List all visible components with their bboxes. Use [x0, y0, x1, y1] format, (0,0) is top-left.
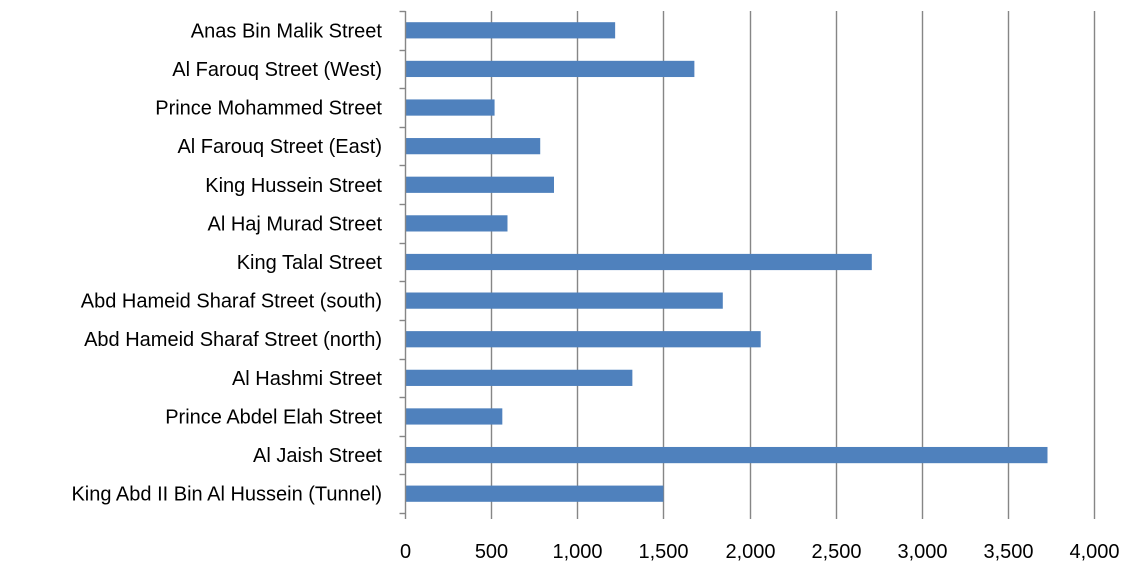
x-tick-label: 3,000 — [897, 541, 947, 563]
bar — [406, 446, 1048, 464]
x-tick-label: 1,500 — [638, 541, 688, 563]
x-tick-label: 3,500 — [983, 541, 1033, 563]
bar — [406, 22, 616, 39]
bar — [406, 60, 695, 78]
bar — [406, 138, 541, 155]
category-label: Al Farouq Street (West) — [172, 59, 382, 81]
category-label: Abd Hameid Sharaf Street (north) — [84, 329, 382, 351]
x-tick-label: 0 — [400, 541, 411, 563]
category-label: Al Haj Murad Street — [207, 213, 382, 235]
bar — [406, 215, 508, 232]
bar — [406, 369, 633, 386]
x-tick-label: 4,000 — [1069, 541, 1119, 563]
bars-group — [406, 22, 1048, 502]
bar — [406, 485, 664, 502]
category-label: Al Farouq Street (East) — [177, 136, 382, 158]
category-label: King Hussein Street — [205, 175, 382, 197]
bar — [406, 253, 872, 271]
bar — [406, 331, 761, 348]
category-label: Prince Abdel Elah Street — [165, 406, 382, 428]
category-label: Al Jaish Street — [253, 445, 382, 467]
category-label: Al Hashmi Street — [232, 368, 382, 390]
category-label: King Abd II Bin Al Hussein (Tunnel) — [71, 484, 382, 506]
axes-group — [399, 10, 1096, 519]
bar — [406, 99, 495, 116]
x-tick-labels: 0 500 1,000 1,500 2,000 2,500 3,000 3,500 4,000 — [400, 541, 1120, 563]
bar — [406, 408, 503, 425]
x-tick-label: 500 — [475, 541, 508, 563]
category-label: Abd Hameid Sharaf Street (south) — [81, 291, 382, 313]
x-tick-label: 2,000 — [725, 541, 775, 563]
bar — [406, 176, 554, 193]
category-labels: Anas Bin Malik Street Al Farouq Street (W… — [71, 20, 382, 505]
category-label: King Talal Street — [237, 252, 383, 274]
category-label: Prince Mohammed Street — [155, 98, 382, 120]
x-tick-label: 2,500 — [811, 541, 861, 563]
x-tick-label: 1,000 — [552, 541, 602, 563]
bar — [406, 292, 723, 309]
category-label: Anas Bin Malik Street — [191, 20, 383, 42]
